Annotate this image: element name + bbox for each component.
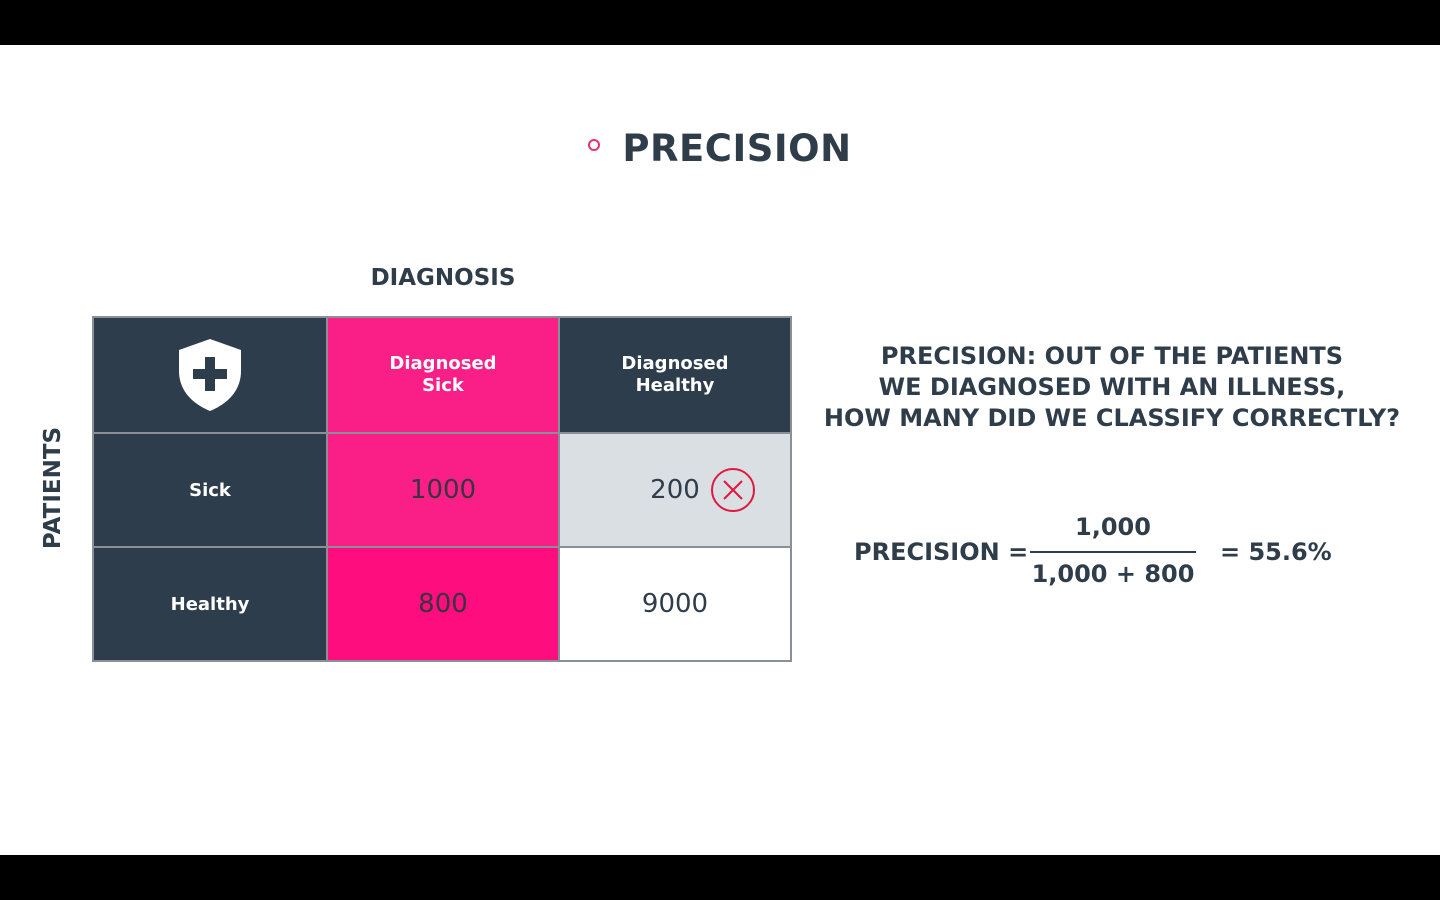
patients-axis-label: PATIENTS: [40, 426, 66, 550]
confusion-matrix: Diagnosed Sick Diagnosed Healthy Sick 10…: [92, 316, 792, 662]
cell-true-positive: 1000: [326, 432, 558, 546]
header-diagnosed-healthy-line1: Diagnosed: [621, 353, 729, 374]
cell-true-positive-value: 1000: [409, 475, 477, 505]
description-line-1: PRECISION: OUT OF THE PATIENTS: [880, 342, 1344, 370]
header-diagnosed-sick: Diagnosed Sick: [326, 318, 558, 432]
letterbox-bottom: [0, 855, 1440, 900]
cell-true-negative-value: 9000: [641, 589, 709, 619]
header-diagnosed-healthy: Diagnosed Healthy: [558, 318, 790, 432]
slide-title-text: PRECISION: [622, 127, 852, 170]
formula-result: = 55.6%: [1220, 538, 1332, 566]
row-label-sick: Sick: [94, 432, 326, 546]
header-diagnosed-sick-line2: Sick: [422, 375, 464, 396]
diagnosis-axis-label: DIAGNOSIS: [370, 265, 516, 291]
bullet-icon: [588, 138, 601, 151]
shield-plus-icon: [179, 339, 241, 411]
slide: PRECISION DIAGNOSIS PATIENTS Diagnosed S…: [0, 45, 1440, 855]
slide-title: PRECISION: [0, 127, 1440, 170]
matrix-corner-cell: [94, 318, 326, 432]
row-label-sick-text: Sick: [189, 479, 231, 501]
row-label-healthy: Healthy: [94, 546, 326, 660]
cell-false-negative-value: 200: [650, 475, 700, 505]
header-diagnosed-healthy-line2: Healthy: [635, 375, 715, 396]
cell-false-positive: 800: [326, 546, 558, 660]
letterbox-top: [0, 0, 1440, 45]
description-line-3: HOW MANY DID WE CLASSIFY CORRECTLY?: [823, 404, 1401, 432]
formula-denominator: 1,000 + 800: [1031, 560, 1195, 588]
row-label-healthy-text: Healthy: [170, 593, 250, 615]
formula-numerator: 1,000: [1075, 513, 1151, 541]
header-diagnosed-sick-line1: Diagnosed: [389, 353, 497, 374]
formula-label: PRECISION =: [854, 538, 1029, 566]
precision-description: PRECISION: OUT OF THE PATIENTS WE DIAGNO…: [820, 341, 1404, 434]
cell-false-negative: 200: [558, 432, 790, 546]
fraction-bar: [1030, 551, 1196, 553]
cell-true-negative: 9000: [558, 546, 790, 660]
x-circle-icon: [711, 468, 755, 512]
cell-false-positive-value: 800: [418, 589, 468, 619]
description-line-2: WE DIAGNOSED WITH AN ILLNESS,: [878, 373, 1346, 401]
